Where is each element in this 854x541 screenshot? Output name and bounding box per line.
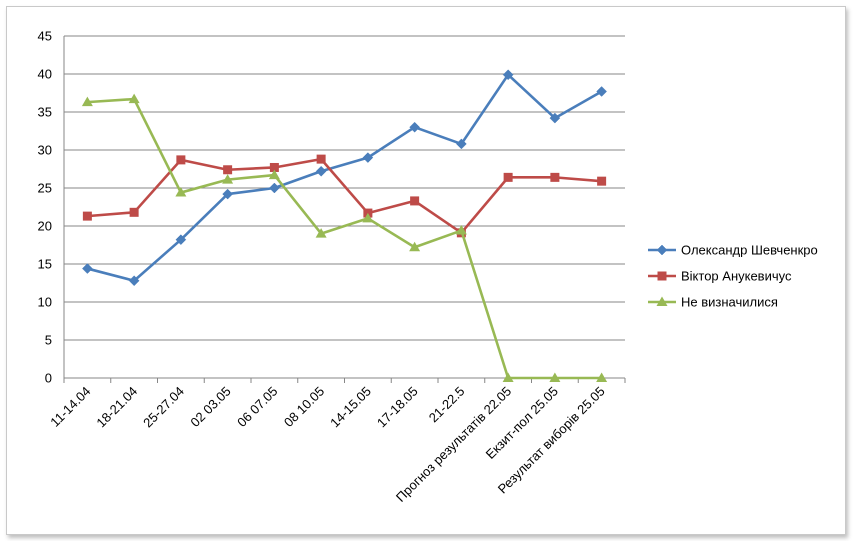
data-point	[81, 96, 93, 107]
x-tick-label: 18-21.04	[93, 384, 140, 431]
data-point	[549, 112, 561, 124]
data-point	[502, 69, 514, 81]
data-point	[222, 174, 234, 184]
legend-label: Не визначилися	[681, 295, 778, 310]
data-point	[222, 188, 233, 200]
series-line	[87, 157, 602, 235]
y-tick-label: 40	[38, 67, 52, 82]
data-point	[315, 228, 327, 238]
data-point	[82, 211, 92, 221]
legend-label: Віктор Анукевичус	[681, 269, 792, 284]
data-point	[269, 162, 279, 172]
data-point	[82, 263, 93, 274]
data-point	[362, 212, 374, 223]
legend-marker	[657, 271, 667, 281]
x-tick-label: 02 03.05	[187, 384, 233, 430]
data-point	[175, 234, 187, 246]
y-tick-label: 0	[45, 371, 52, 386]
legend-label: Олександр Шевченкро	[681, 243, 818, 258]
y-tick-label: 30	[38, 143, 52, 158]
x-tick-label: 08 10.05	[281, 384, 327, 430]
data-point	[128, 275, 140, 287]
data-point	[502, 372, 514, 382]
data-point	[549, 372, 561, 382]
data-point	[503, 172, 513, 182]
data-point	[362, 152, 374, 163]
series-line	[87, 97, 602, 380]
x-tick-label: 11-14.04	[47, 384, 93, 430]
x-tick-label: 06 07.05	[234, 384, 280, 430]
y-tick-label: 35	[38, 105, 52, 120]
data-point	[128, 93, 140, 104]
data-point	[596, 86, 607, 97]
data-point	[597, 176, 607, 186]
data-point	[550, 172, 560, 182]
data-point	[223, 165, 233, 175]
x-tick-label: 21-22.5	[426, 384, 468, 426]
data-point	[596, 372, 608, 382]
x-tick-label: 17-18.05	[374, 384, 421, 431]
data-point	[315, 165, 327, 177]
data-point	[316, 154, 326, 164]
data-point	[175, 187, 187, 197]
legend-marker	[656, 244, 668, 256]
y-tick-label: 45	[38, 29, 52, 44]
data-point	[409, 121, 420, 133]
data-point	[268, 169, 280, 180]
data-point	[456, 138, 467, 150]
legend-marker	[656, 296, 668, 306]
y-tick-label: 15	[38, 257, 52, 272]
data-point	[269, 182, 280, 194]
data-point	[409, 241, 421, 252]
data-point	[455, 225, 467, 235]
data-point	[129, 207, 139, 217]
data-point	[410, 196, 420, 206]
x-tick-label: 14-15.05	[327, 384, 374, 431]
y-tick-label: 5	[45, 333, 52, 348]
series-line	[87, 73, 603, 283]
y-tick-label: 20	[38, 219, 52, 234]
y-tick-label: 10	[38, 295, 52, 310]
x-tick-label: 25-27.04	[140, 384, 187, 431]
y-tick-label: 25	[38, 181, 52, 196]
data-point	[176, 155, 186, 165]
